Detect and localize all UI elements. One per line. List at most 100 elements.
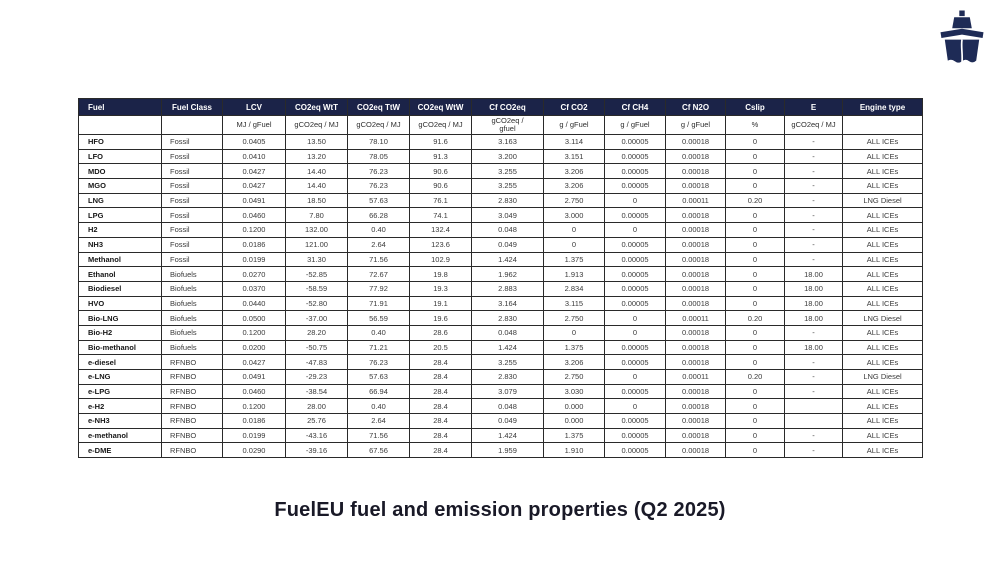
data-cell: 0 <box>543 236 605 253</box>
data-cell: ALL ICEs <box>842 134 923 150</box>
data-cell: 0.00018 <box>665 236 726 253</box>
data-cell: -52.85 <box>285 266 348 282</box>
data-cell: 0.00005 <box>604 207 666 224</box>
data-cell: 1.424 <box>471 427 544 444</box>
data-cell: 0.00018 <box>665 134 726 150</box>
data-cell: 0.00018 <box>665 354 726 370</box>
data-cell: 66.94 <box>347 383 410 400</box>
data-cell: 2.750 <box>543 192 605 209</box>
table-row: Bio-LNG Biofuels 0.0500 -37.00 56.59 19.6 2.83… <box>78 310 923 326</box>
data-cell: 28.4 <box>409 427 472 444</box>
data-cell: 0.0270 <box>222 266 286 282</box>
table-row: e-H2 RFNBO 0.1200 28.00 0.40 28.4 0.048 0.000 0 0… <box>78 398 923 415</box>
data-cell: 28.00 <box>285 398 348 415</box>
unit-cell <box>842 115 923 135</box>
data-cell: -43.16 <box>285 427 348 444</box>
data-cell: 0.00005 <box>604 442 666 459</box>
data-cell: - <box>784 383 843 400</box>
data-cell: 0.0500 <box>222 310 286 326</box>
data-cell: 1.375 <box>543 251 605 268</box>
data-cell: 0.40 <box>347 222 410 238</box>
data-cell: 3.030 <box>543 383 605 400</box>
data-cell: 0.0200 <box>222 339 286 356</box>
data-cell: - <box>784 251 843 268</box>
data-cell: 0.00005 <box>604 163 666 180</box>
fuel-name-cell: e-diesel <box>78 354 162 370</box>
data-cell: 0 <box>725 148 785 165</box>
data-cell: 0 <box>604 398 666 415</box>
fuel-name-cell: Bio-methanol <box>78 339 162 356</box>
data-cell: 0 <box>725 163 785 180</box>
data-cell: - <box>784 427 843 444</box>
data-cell: 14.40 <box>285 178 348 194</box>
table-row: Methanol Fossil 0.0199 31.30 71.56 102.9 1.424… <box>78 251 923 268</box>
column-header-cf-ch4: Cf CH4 <box>604 98 666 116</box>
table-row: HFO Fossil 0.0405 13.50 78.10 91.6 3.163 3.114 0… <box>78 134 923 150</box>
data-cell: 18.00 <box>784 280 843 297</box>
data-cell: 91.6 <box>409 134 472 150</box>
data-cell: -38.54 <box>285 383 348 400</box>
data-cell: 1.910 <box>543 442 605 459</box>
data-cell: 3.255 <box>471 354 544 370</box>
data-cell: 0.00018 <box>665 324 726 341</box>
data-cell: ALL ICEs <box>842 339 923 356</box>
data-cell: 0 <box>725 354 785 370</box>
data-cell: 0.00018 <box>665 266 726 282</box>
data-cell: 2.64 <box>347 413 410 429</box>
table-row: H2 Fossil 0.1200 132.00 0.40 132.4 0.048 0 0 0.00… <box>78 222 923 238</box>
data-cell: 0 <box>725 427 785 444</box>
data-cell: 0 <box>604 324 666 341</box>
column-header-engine-type: Engine type <box>842 98 923 116</box>
data-cell: 0.00018 <box>665 295 726 312</box>
data-cell: 0.0199 <box>222 251 286 268</box>
unit-cell: gCO2eq / MJ <box>409 115 472 135</box>
data-cell: 28.4 <box>409 398 472 415</box>
data-cell: 1.913 <box>543 266 605 282</box>
data-cell: 0.0427 <box>222 178 286 194</box>
data-cell: - <box>784 134 843 150</box>
column-header-cf-co2eq: Cf CO2eq <box>471 98 544 116</box>
data-cell: 28.4 <box>409 442 472 459</box>
data-cell: 0.1200 <box>222 222 286 238</box>
data-cell: Fossil <box>161 192 223 209</box>
data-cell: 0.00005 <box>604 148 666 165</box>
data-cell: Fossil <box>161 207 223 224</box>
data-cell: 3.200 <box>471 148 544 165</box>
data-cell: 0.00005 <box>604 383 666 400</box>
table-row: Ethanol Biofuels 0.0270 -52.85 72.67 19.8 1.96… <box>78 266 923 282</box>
unit-cell: % <box>725 115 785 135</box>
data-cell: - <box>784 369 843 385</box>
column-header-e: E <box>784 98 843 116</box>
data-cell: RFNBO <box>161 413 223 429</box>
data-cell: 0.048 <box>471 398 544 415</box>
fuel-name-cell: e-DME <box>78 442 162 459</box>
data-cell: 0.0186 <box>222 236 286 253</box>
table-row: e-DME RFNBO 0.0290 -39.16 67.56 28.4 1.959 1.91… <box>78 442 923 459</box>
data-cell: ALL ICEs <box>842 295 923 312</box>
data-cell: 28.4 <box>409 369 472 385</box>
fuel-name-cell: e-H2 <box>78 398 162 415</box>
column-header-fuel-class: Fuel Class <box>161 98 223 116</box>
data-cell: 0 <box>725 398 785 415</box>
data-cell: 20.5 <box>409 339 472 356</box>
data-cell: 3.206 <box>543 163 605 180</box>
data-cell: 0.00011 <box>665 369 726 385</box>
data-cell: - <box>784 207 843 224</box>
fuel-name-cell: H2 <box>78 222 162 238</box>
data-cell: - <box>784 236 843 253</box>
data-cell: 2.64 <box>347 236 410 253</box>
data-cell: 0.048 <box>471 222 544 238</box>
data-cell: 90.6 <box>409 163 472 180</box>
ship-logo <box>936 10 988 68</box>
data-cell: 0 <box>543 324 605 341</box>
data-cell: 2.750 <box>543 369 605 385</box>
data-cell: 18.00 <box>784 310 843 326</box>
data-cell: 0.00011 <box>665 192 726 209</box>
data-cell: 123.6 <box>409 236 472 253</box>
data-cell: 1.959 <box>471 442 544 459</box>
data-cell: 0.1200 <box>222 398 286 415</box>
data-cell: -39.16 <box>285 442 348 459</box>
data-cell: 3.151 <box>543 148 605 165</box>
data-cell: 0.049 <box>471 236 544 253</box>
data-cell: RFNBO <box>161 369 223 385</box>
